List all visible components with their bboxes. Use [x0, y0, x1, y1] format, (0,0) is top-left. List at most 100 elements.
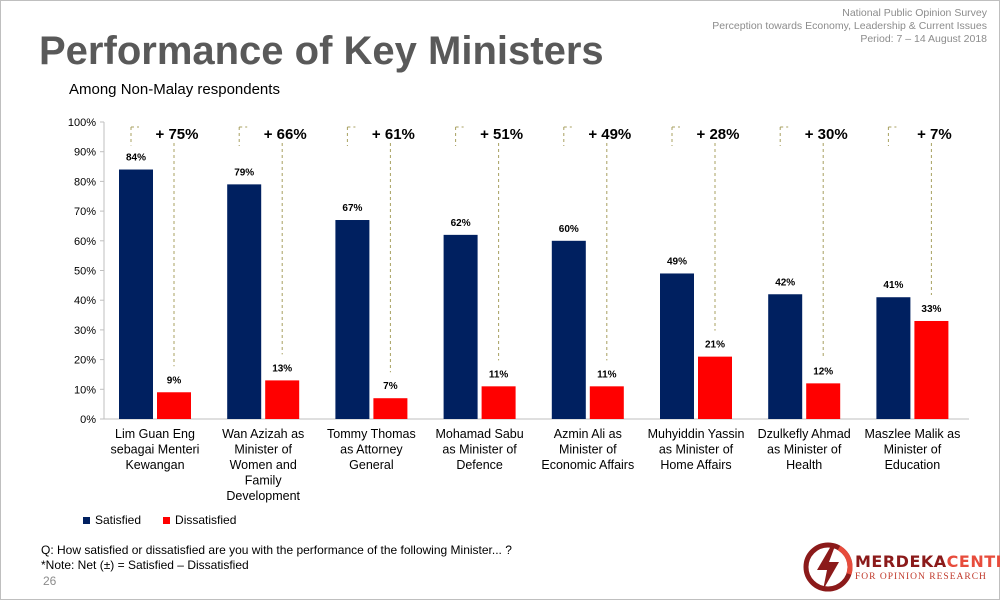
y-tick-label: 60%	[74, 236, 96, 248]
x-tick-label: Defence	[456, 458, 503, 472]
x-tick-label: Home Affairs	[660, 458, 731, 472]
data-label-satisfied: 49%	[667, 256, 687, 267]
x-tick-label: Wan Azizah as	[222, 427, 304, 441]
bar-chart: 0% 10% 20% 30% 40% 50% 60% 70% 80% 90% 100% + 75% 84…	[68, 117, 969, 503]
x-tick-label: Azmin Ali as	[554, 427, 622, 441]
bar-dissatisfied	[481, 386, 516, 419]
y-tick-label: 40%	[74, 295, 96, 307]
chart-subtitle: Among Non-Malay respondents	[69, 81, 280, 98]
x-tick-label: Economic Affairs	[541, 458, 634, 472]
bar-dissatisfied	[157, 392, 191, 419]
x-tick-label: General	[349, 458, 393, 472]
x-tick-label: Education	[885, 458, 941, 472]
bar-dissatisfied	[373, 398, 408, 419]
x-tick-label: Kewangan	[125, 458, 184, 472]
data-label-satisfied: 79%	[234, 167, 254, 178]
page-title: Performance of Key Ministers	[39, 29, 604, 73]
y-tick-label: 10%	[74, 384, 96, 396]
net-note: *Note: Net (±) = Satisfied – Dissatisfie…	[41, 558, 249, 572]
bar-dissatisfied	[698, 356, 732, 419]
bar-satisfied	[551, 240, 586, 419]
chart-legend: Satisfied Dissatisfied	[83, 513, 236, 527]
logo-wordmark: MERDEKACENTER	[855, 552, 1000, 571]
data-label-dissatisfied: 12%	[813, 366, 833, 377]
data-label-dissatisfied: 9%	[167, 375, 182, 386]
x-tick-label: Family	[245, 474, 283, 488]
y-tick-label: 30%	[74, 325, 96, 337]
bar-satisfied	[227, 184, 262, 419]
data-label-dissatisfied: 21%	[705, 340, 725, 351]
x-tick-label: Minister of	[884, 443, 942, 457]
data-label-dissatisfied: 11%	[489, 369, 509, 380]
legend-item-satisfied: Satisfied	[83, 513, 141, 527]
y-tick-label: 20%	[74, 355, 96, 367]
data-label-satisfied: 67%	[342, 203, 362, 214]
merdeka-center-logo: MERDEKACENTER FOR OPINION RESEARCH	[803, 538, 1000, 596]
bar-dissatisfied	[806, 383, 841, 419]
x-tick-label: Dzulkefly Ahmad	[758, 427, 851, 441]
y-tick-label: 0%	[80, 414, 96, 426]
data-label-satisfied: 41%	[883, 280, 903, 291]
legend-swatch-dissatisfied	[163, 516, 171, 524]
bar-satisfied	[768, 294, 803, 419]
net-label: + 75%	[156, 126, 199, 143]
x-tick-label: Development	[226, 489, 300, 503]
net-label: + 49%	[588, 126, 631, 143]
bar-dissatisfied	[914, 320, 949, 419]
x-tick-label: Women and	[230, 458, 297, 472]
x-tick-label: Minister of	[234, 443, 292, 457]
data-label-satisfied: 60%	[559, 224, 579, 235]
net-label: + 61%	[372, 126, 415, 143]
net-label: + 51%	[480, 126, 523, 143]
net-label: + 66%	[264, 126, 307, 143]
legend-label-dissatisfied: Dissatisfied	[175, 513, 237, 527]
bar-satisfied	[119, 169, 153, 419]
survey-topic: Perception towards Economy, Leadership &…	[712, 20, 987, 32]
bar-dissatisfied	[589, 386, 624, 419]
data-label-satisfied: 42%	[775, 277, 795, 288]
survey-period: Period: 7 – 14 August 2018	[860, 33, 987, 45]
x-tick-label: sebagai Menteri	[111, 443, 200, 457]
logo-word-center: CENTER	[946, 552, 1000, 571]
x-tick-label: as Minister of	[659, 443, 734, 457]
x-tick-label: Muhyiddin Yassin	[648, 427, 745, 441]
net-label: + 28%	[697, 126, 740, 143]
y-tick-label: 50%	[74, 266, 96, 278]
survey-question: Q: How satisfied or dissatisfied are you…	[41, 543, 512, 557]
x-tick-label: Lim Guan Eng	[115, 427, 195, 441]
x-tick-label: Tommy Thomas	[327, 427, 416, 441]
y-tick-label: 90%	[74, 147, 96, 159]
bar-satisfied	[660, 273, 694, 419]
x-tick-label: Health	[786, 458, 822, 472]
data-label-dissatisfied: 33%	[921, 304, 941, 315]
y-tick-label: 100%	[68, 117, 96, 129]
data-label-satisfied: 84%	[126, 153, 146, 164]
page-number: 26	[43, 574, 57, 588]
y-tick-label: 70%	[74, 206, 96, 218]
logo-word-merdeka: MERDEKA	[855, 552, 947, 571]
x-tick-label: Maszlee Malik as	[864, 427, 960, 441]
legend-label-satisfied: Satisfied	[95, 513, 142, 527]
x-tick-label: Mohamad Sabu	[435, 427, 523, 441]
net-label: + 7%	[917, 126, 952, 143]
data-label-dissatisfied: 13%	[272, 363, 292, 374]
bar-satisfied	[443, 234, 478, 419]
survey-name: National Public Opinion Survey	[842, 7, 987, 19]
data-label-dissatisfied: 11%	[597, 369, 617, 380]
x-tick-label: Minister of	[559, 443, 617, 457]
x-tick-label: as Minister of	[767, 443, 842, 457]
legend-swatch-satisfied	[83, 516, 90, 524]
survey-info: National Public Opinion Survey Perceptio…	[712, 7, 987, 46]
y-tick-label: 80%	[74, 176, 96, 188]
footnote: Q: How satisfied or dissatisfied are you…	[41, 543, 512, 573]
bar-satisfied	[335, 220, 370, 419]
net-label: + 30%	[805, 126, 848, 143]
data-label-satisfied: 62%	[451, 218, 471, 229]
bar-dissatisfied	[265, 380, 300, 419]
x-tick-label: as Attorney	[340, 443, 403, 457]
legend-item-dissatisfied: Dissatisfied	[163, 513, 236, 527]
logo-tagline: FOR OPINION RESEARCH	[855, 572, 987, 582]
bar-satisfied	[876, 297, 911, 419]
x-tick-label: as Minister of	[442, 443, 517, 457]
lightning-emblem-icon	[803, 542, 853, 592]
